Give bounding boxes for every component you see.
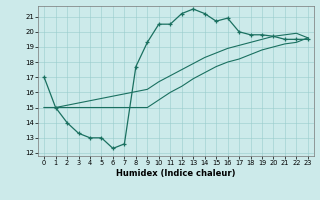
X-axis label: Humidex (Indice chaleur): Humidex (Indice chaleur) <box>116 169 236 178</box>
